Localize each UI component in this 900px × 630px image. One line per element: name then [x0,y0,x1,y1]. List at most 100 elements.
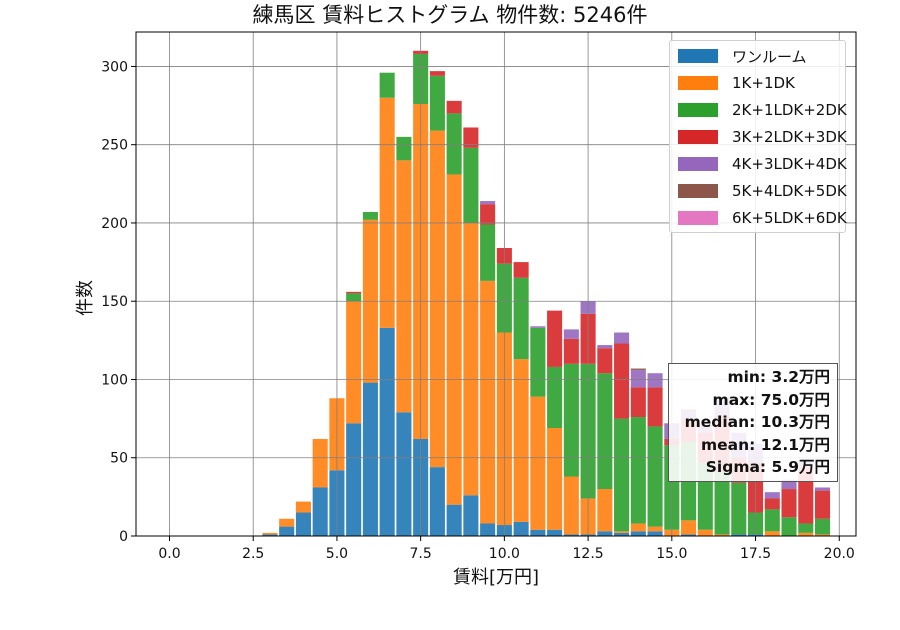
bar-segment [513,262,529,278]
legend-label: 5K+4LDK+5DK [732,182,847,200]
legend-swatch [678,76,718,90]
bar-segment [647,387,663,427]
bar-segment [379,97,395,328]
bar-segment [614,343,630,419]
bar-segment [513,521,529,536]
bar-segment [396,160,412,413]
x-tick-label: 17.5 [740,546,771,562]
bar-segment [295,512,311,536]
bar-segment [731,534,747,536]
bar-segment [563,363,579,477]
legend-swatch [678,184,718,198]
stat-sigma: Sigma: 5.9万円 [705,458,830,476]
stat-max: max: 75.0万円 [712,390,830,409]
y-tick-label: 0 [119,529,128,545]
bar-segment [463,222,479,496]
stat-min: min: 3.2万円 [727,368,830,386]
bar-segment [379,327,395,536]
stat-median: median: 10.3万円 [684,413,830,431]
bar-segment [563,338,579,364]
y-tick-label: 150 [101,294,128,310]
bar-segment [547,310,563,367]
bar-segment [480,224,496,281]
x-tick-label: 0.0 [158,546,180,562]
bar-segment [614,332,630,344]
bar-segment [446,174,462,505]
x-tick-label: 15.0 [656,546,687,562]
bar-segment [429,130,445,468]
bar-segment [681,534,697,536]
legend-label: ワンルーム [732,47,807,66]
bar-segment [396,136,412,161]
bar-segment [714,534,730,536]
bar-segment [597,345,613,349]
bar-segment [798,523,814,533]
legend-item-studio: ワンルーム [678,46,807,66]
legend-label: 1K+1DK [732,74,795,92]
bar-segment [429,467,445,536]
bar-segment [781,517,797,536]
bar-segment [362,382,378,536]
bar-segment [563,476,579,535]
bar-segment [714,471,730,535]
bar-segment [279,526,295,536]
bar-segment [630,370,646,388]
legend-swatch [678,49,718,63]
bar-segment [681,520,697,535]
axes-frame [135,31,857,537]
y-tick-label: 300 [101,59,128,75]
legend-item-5k: 5K+4LDK+5DK [678,181,847,201]
legend-swatch [678,157,718,171]
x-tick-label: 7.5 [410,546,432,562]
bar-segment [814,518,831,535]
bar-segment [530,327,546,397]
x-tick-label: 10.0 [489,546,520,562]
bar-segment [346,301,362,424]
x-tick-label: 5.0 [326,546,348,562]
bar-segment [647,373,663,388]
bar-segment [513,277,529,360]
legend-swatch [678,103,718,117]
bar-segment [379,72,395,98]
bar-segment [547,366,563,428]
bar-segment [647,426,663,527]
bar-segment [563,329,579,339]
bar-segment [262,532,278,535]
bar-segment [279,518,295,527]
bar-segment [530,326,546,328]
bar-segment [346,293,362,302]
legend-item-6k: 6K+5LDK+6DK [678,208,847,228]
bar-segment [597,348,613,374]
bar-segment [814,487,831,491]
bar-segment [614,532,630,536]
bar-segment [513,359,529,522]
bar-segment [480,201,496,205]
x-tick-label: 20.0 [824,546,855,562]
bar-segment [463,127,479,148]
chart-title: 練馬区 賃料ヒストグラム 物件数: 5246件 [252,3,648,27]
stats-box: min: 3.2万円 max: 75.0万円 median: 10.3万円 me… [668,363,838,482]
bar-segment [630,417,646,524]
legend-item-2k: 2K+1LDK+2DK [678,100,847,120]
x-axis-label: 賃料[万円] [452,567,540,588]
bar-segment [312,487,328,536]
bar-segment [630,531,646,536]
bar-segment [480,280,496,524]
bar-segment [630,387,646,418]
bar-segment [798,532,814,536]
bar-segment [346,423,362,536]
bar-segment [647,526,663,532]
bar-segment [446,100,462,114]
legend-swatch [678,211,718,225]
bar-segment [764,498,780,510]
y-tick-label: 250 [101,138,128,154]
stat-mean: mean: 12.1万円 [701,435,830,454]
legend: ワンルーム 1K+1DK 2K+1LDK+2DK 3K+2LDK+3DK 4K+… [669,40,847,233]
bar-segment [647,531,663,536]
legend-item-3k: 3K+2LDK+3DK [678,127,847,147]
bar-segment [597,531,613,536]
y-axis-label: 件数 [75,280,96,316]
bar-segment [480,204,496,225]
bar-segment [262,534,278,536]
bar-segment [346,291,362,294]
